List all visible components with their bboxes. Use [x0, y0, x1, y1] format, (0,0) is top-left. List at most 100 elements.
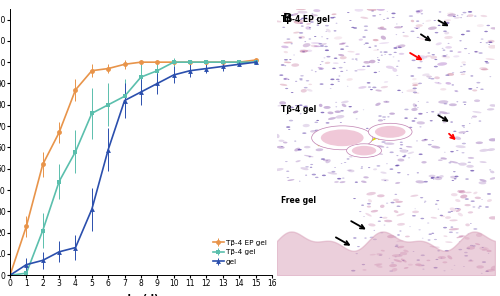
Ellipse shape	[490, 27, 498, 30]
Ellipse shape	[488, 148, 495, 151]
Circle shape	[340, 110, 344, 112]
X-axis label: day(d): day(d)	[123, 294, 159, 296]
Ellipse shape	[361, 181, 366, 183]
Ellipse shape	[426, 20, 432, 22]
Circle shape	[413, 91, 417, 93]
Ellipse shape	[414, 27, 420, 29]
Circle shape	[330, 78, 334, 80]
Circle shape	[348, 106, 352, 107]
Circle shape	[347, 12, 350, 13]
Circle shape	[396, 66, 398, 67]
Circle shape	[364, 25, 368, 27]
Ellipse shape	[408, 152, 414, 154]
Circle shape	[437, 113, 441, 115]
Circle shape	[448, 43, 450, 44]
Circle shape	[346, 144, 382, 157]
Circle shape	[452, 180, 454, 181]
Circle shape	[455, 208, 458, 209]
Circle shape	[390, 168, 394, 170]
Circle shape	[418, 101, 419, 102]
Ellipse shape	[338, 54, 344, 56]
Ellipse shape	[379, 42, 389, 44]
Ellipse shape	[458, 235, 465, 237]
Circle shape	[390, 270, 393, 272]
Circle shape	[368, 167, 370, 168]
Circle shape	[315, 71, 316, 72]
Ellipse shape	[476, 141, 483, 144]
Ellipse shape	[486, 269, 496, 272]
Text: Tβ-4 EP gel: Tβ-4 EP gel	[281, 15, 330, 24]
Circle shape	[305, 175, 307, 176]
Circle shape	[353, 237, 356, 239]
Circle shape	[291, 15, 294, 16]
Ellipse shape	[376, 8, 385, 11]
Circle shape	[403, 128, 406, 129]
Circle shape	[412, 88, 417, 89]
Circle shape	[434, 66, 438, 67]
Circle shape	[460, 66, 462, 67]
Ellipse shape	[458, 51, 462, 53]
Circle shape	[468, 162, 471, 163]
Ellipse shape	[458, 189, 464, 193]
Circle shape	[380, 217, 382, 218]
Circle shape	[373, 239, 377, 240]
Ellipse shape	[400, 149, 408, 153]
Circle shape	[398, 47, 402, 48]
Circle shape	[295, 105, 298, 106]
Circle shape	[400, 148, 402, 149]
Ellipse shape	[419, 38, 425, 40]
Circle shape	[299, 78, 302, 80]
Circle shape	[305, 17, 307, 18]
Ellipse shape	[394, 259, 402, 262]
Ellipse shape	[412, 82, 420, 85]
Circle shape	[330, 139, 332, 140]
Circle shape	[488, 253, 490, 254]
Ellipse shape	[370, 254, 376, 255]
Circle shape	[470, 170, 474, 171]
Circle shape	[488, 44, 490, 45]
Circle shape	[315, 177, 318, 178]
Circle shape	[478, 120, 482, 122]
Circle shape	[462, 152, 464, 153]
Circle shape	[442, 49, 446, 51]
Circle shape	[418, 67, 422, 69]
Circle shape	[418, 229, 421, 230]
Ellipse shape	[296, 160, 300, 162]
Circle shape	[280, 74, 283, 76]
Circle shape	[485, 206, 489, 208]
Ellipse shape	[318, 67, 324, 69]
Ellipse shape	[401, 258, 406, 263]
Circle shape	[380, 232, 384, 233]
Circle shape	[338, 81, 340, 82]
Circle shape	[303, 106, 307, 108]
Ellipse shape	[412, 84, 418, 86]
Ellipse shape	[480, 149, 488, 152]
Circle shape	[362, 66, 366, 67]
Circle shape	[332, 68, 336, 69]
Ellipse shape	[468, 211, 473, 213]
Ellipse shape	[304, 155, 314, 157]
Circle shape	[304, 87, 308, 89]
Circle shape	[341, 163, 342, 164]
Ellipse shape	[436, 42, 442, 45]
Circle shape	[395, 165, 398, 166]
Circle shape	[320, 83, 324, 85]
Circle shape	[394, 194, 397, 195]
Ellipse shape	[422, 73, 430, 76]
Circle shape	[351, 270, 356, 271]
Circle shape	[326, 56, 330, 57]
Circle shape	[333, 17, 336, 18]
Circle shape	[476, 87, 478, 88]
Circle shape	[430, 78, 434, 80]
Circle shape	[324, 46, 328, 47]
Ellipse shape	[324, 62, 330, 64]
Circle shape	[310, 164, 313, 165]
Ellipse shape	[430, 56, 437, 59]
Circle shape	[424, 139, 426, 140]
Ellipse shape	[439, 111, 448, 114]
Circle shape	[482, 261, 486, 263]
Circle shape	[396, 165, 400, 166]
Circle shape	[300, 22, 303, 24]
Circle shape	[409, 15, 413, 17]
Ellipse shape	[350, 144, 355, 146]
